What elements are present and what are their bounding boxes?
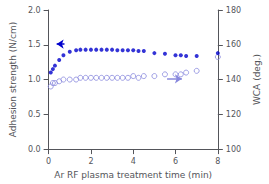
svg-text:0.5: 0.5 [28, 110, 41, 119]
svg-text:8: 8 [215, 157, 220, 166]
svg-text:100: 100 [226, 145, 241, 154]
svg-text:160: 160 [226, 40, 241, 49]
svg-text:1.5: 1.5 [28, 40, 41, 49]
svg-text:2.0: 2.0 [28, 6, 41, 15]
svg-text:0: 0 [46, 157, 51, 166]
svg-text:Adhesion strength (N/cm): Adhesion strength (N/cm) [8, 22, 18, 137]
svg-text:120: 120 [226, 110, 241, 119]
svg-text:Ar RF plasma treatment time (m: Ar RF plasma treatment time (min) [54, 170, 212, 180]
svg-text:WCA (deg.): WCA (deg.) [252, 54, 262, 105]
svg-text:140: 140 [226, 75, 241, 84]
svg-text:2: 2 [88, 157, 93, 166]
svg-text:4: 4 [131, 157, 136, 166]
svg-text:0.0: 0.0 [28, 145, 41, 154]
svg-text:180: 180 [226, 6, 241, 15]
svg-text:1.0: 1.0 [28, 75, 41, 84]
svg-text:6: 6 [173, 157, 178, 166]
